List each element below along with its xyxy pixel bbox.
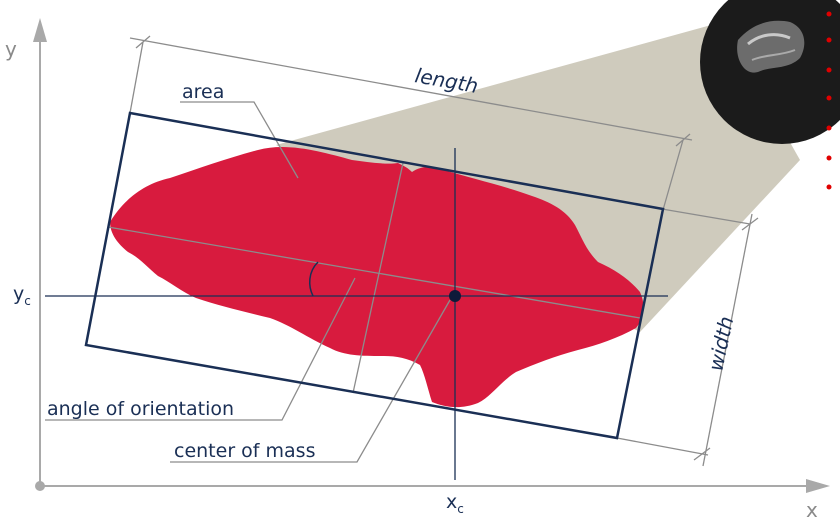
width-axis-line <box>352 162 404 394</box>
angle-of-orientation-label: angle of orientation <box>47 398 234 420</box>
object-area-shape <box>110 147 644 408</box>
magnifier-beam <box>276 22 800 332</box>
yc-subscript: c <box>24 294 31 308</box>
center-of-mass-label: center of mass <box>174 440 315 462</box>
magnified-inset <box>700 0 840 144</box>
length-extension-left <box>129 41 144 114</box>
guide-lines <box>45 37 753 467</box>
xc-base: x <box>446 491 457 513</box>
length-dimension-line <box>129 37 693 141</box>
centroid-crosshair <box>45 148 668 480</box>
center-leader <box>170 299 451 463</box>
principal-axis <box>107 226 641 319</box>
xc-label: xc <box>446 491 464 516</box>
yc-base: y <box>13 283 24 305</box>
x-axis-label: x <box>806 498 818 519</box>
width-label: width <box>703 314 738 373</box>
width-extension-bottom <box>616 437 709 456</box>
yc-label: yc <box>13 283 31 308</box>
area-label: area <box>182 81 224 103</box>
dimension-ticks <box>135 35 759 461</box>
y-axis-label: y <box>5 37 17 61</box>
length-label: length <box>413 63 480 98</box>
area-leader <box>180 101 299 179</box>
orientation-angle-arc <box>308 261 319 297</box>
center-of-mass-dot <box>449 290 461 302</box>
oriented-bounding-box <box>84 111 665 440</box>
length-extension-right <box>662 139 684 211</box>
inset-dots <box>826 11 832 190</box>
width-extension-top <box>661 208 751 225</box>
angle-leader <box>45 277 356 421</box>
xc-subscript: c <box>457 502 464 516</box>
axes <box>33 18 830 493</box>
width-dimension-line <box>702 213 753 467</box>
